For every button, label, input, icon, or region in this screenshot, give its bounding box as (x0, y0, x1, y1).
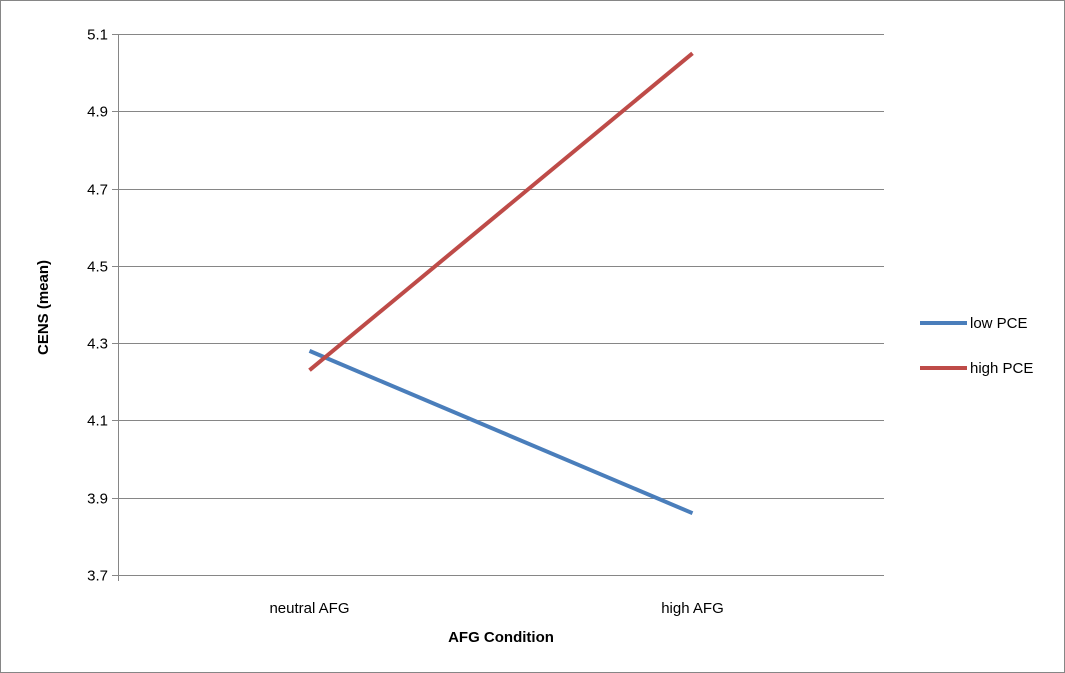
y-axis-tick-labels: 3.7 3.9 4.1 4.3 4.5 4.7 4.9 5.1 (87, 27, 108, 585)
y-tick-label: 4.3 (87, 336, 108, 353)
y-tick-label: 5.1 (87, 27, 108, 44)
x-tick-label: high AFG (661, 600, 724, 617)
y-tick-label: 4.7 (87, 182, 108, 199)
series-lines (308, 51, 694, 516)
legend-label: high PCE (970, 360, 1033, 377)
series-line (308, 349, 694, 516)
x-axis-title: AFG Condition (448, 629, 554, 646)
y-tick-label: 4.5 (87, 259, 108, 276)
y-tick-label: 4.1 (87, 413, 108, 430)
x-axis-tick-labels: neutral AFG high AFG (269, 600, 723, 617)
legend: low PCE high PCE (920, 315, 1033, 377)
y-axis-title: CENS (mean) (35, 260, 52, 355)
y-tick-label: 4.9 (87, 104, 108, 121)
x-tick-label: neutral AFG (269, 600, 349, 617)
y-tick-label: 3.7 (87, 568, 108, 585)
legend-label: low PCE (970, 315, 1028, 332)
series-line (308, 51, 694, 372)
y-tick-label: 3.9 (87, 491, 108, 508)
gridlines (112, 34, 884, 581)
